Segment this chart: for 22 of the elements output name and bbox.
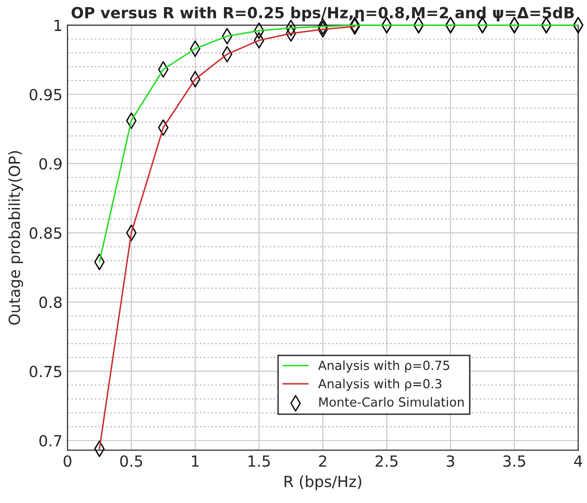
x-tick-label: 4 [574, 456, 582, 467]
x-tick-label: 0.5 [120, 455, 142, 467]
x-axis-title: R (bps/Hz) [284, 475, 362, 490]
y-tick-label: 0.7 [39, 434, 62, 447]
legend-label: Analysis with ρ=0.3 [318, 378, 442, 391]
x-tick-label: 2 [319, 455, 326, 467]
legend-label: Analysis with ρ=0.75 [318, 360, 450, 372]
chart-title: OP versus R with R=0.25 bps/Hz,η=0.8,M=2 and ψ=Δ=5dB [72, 6, 574, 22]
x-tick-label: 2.5 [376, 455, 398, 467]
y-tick-label: 0.9 [39, 158, 62, 170]
legend-label: Monte-Carlo Simulation [319, 397, 464, 407]
y-tick-label: 1 [54, 20, 62, 31]
y-tick-label: 0.95 [30, 88, 62, 100]
y-tick-label: 0.75 [30, 366, 62, 378]
y-tick-label: 0.8 [39, 296, 62, 308]
y-tick-label: 0.85 [30, 227, 62, 239]
x-tick-label: 1 [192, 456, 199, 467]
x-tick-label: 0 [64, 455, 72, 467]
x-tick-label: 3 [446, 455, 454, 467]
y-axis-title: Outage probability(OP) [8, 151, 24, 325]
x-tick-label: 3.5 [503, 455, 526, 467]
x-tick-label: 1.5 [248, 456, 270, 467]
